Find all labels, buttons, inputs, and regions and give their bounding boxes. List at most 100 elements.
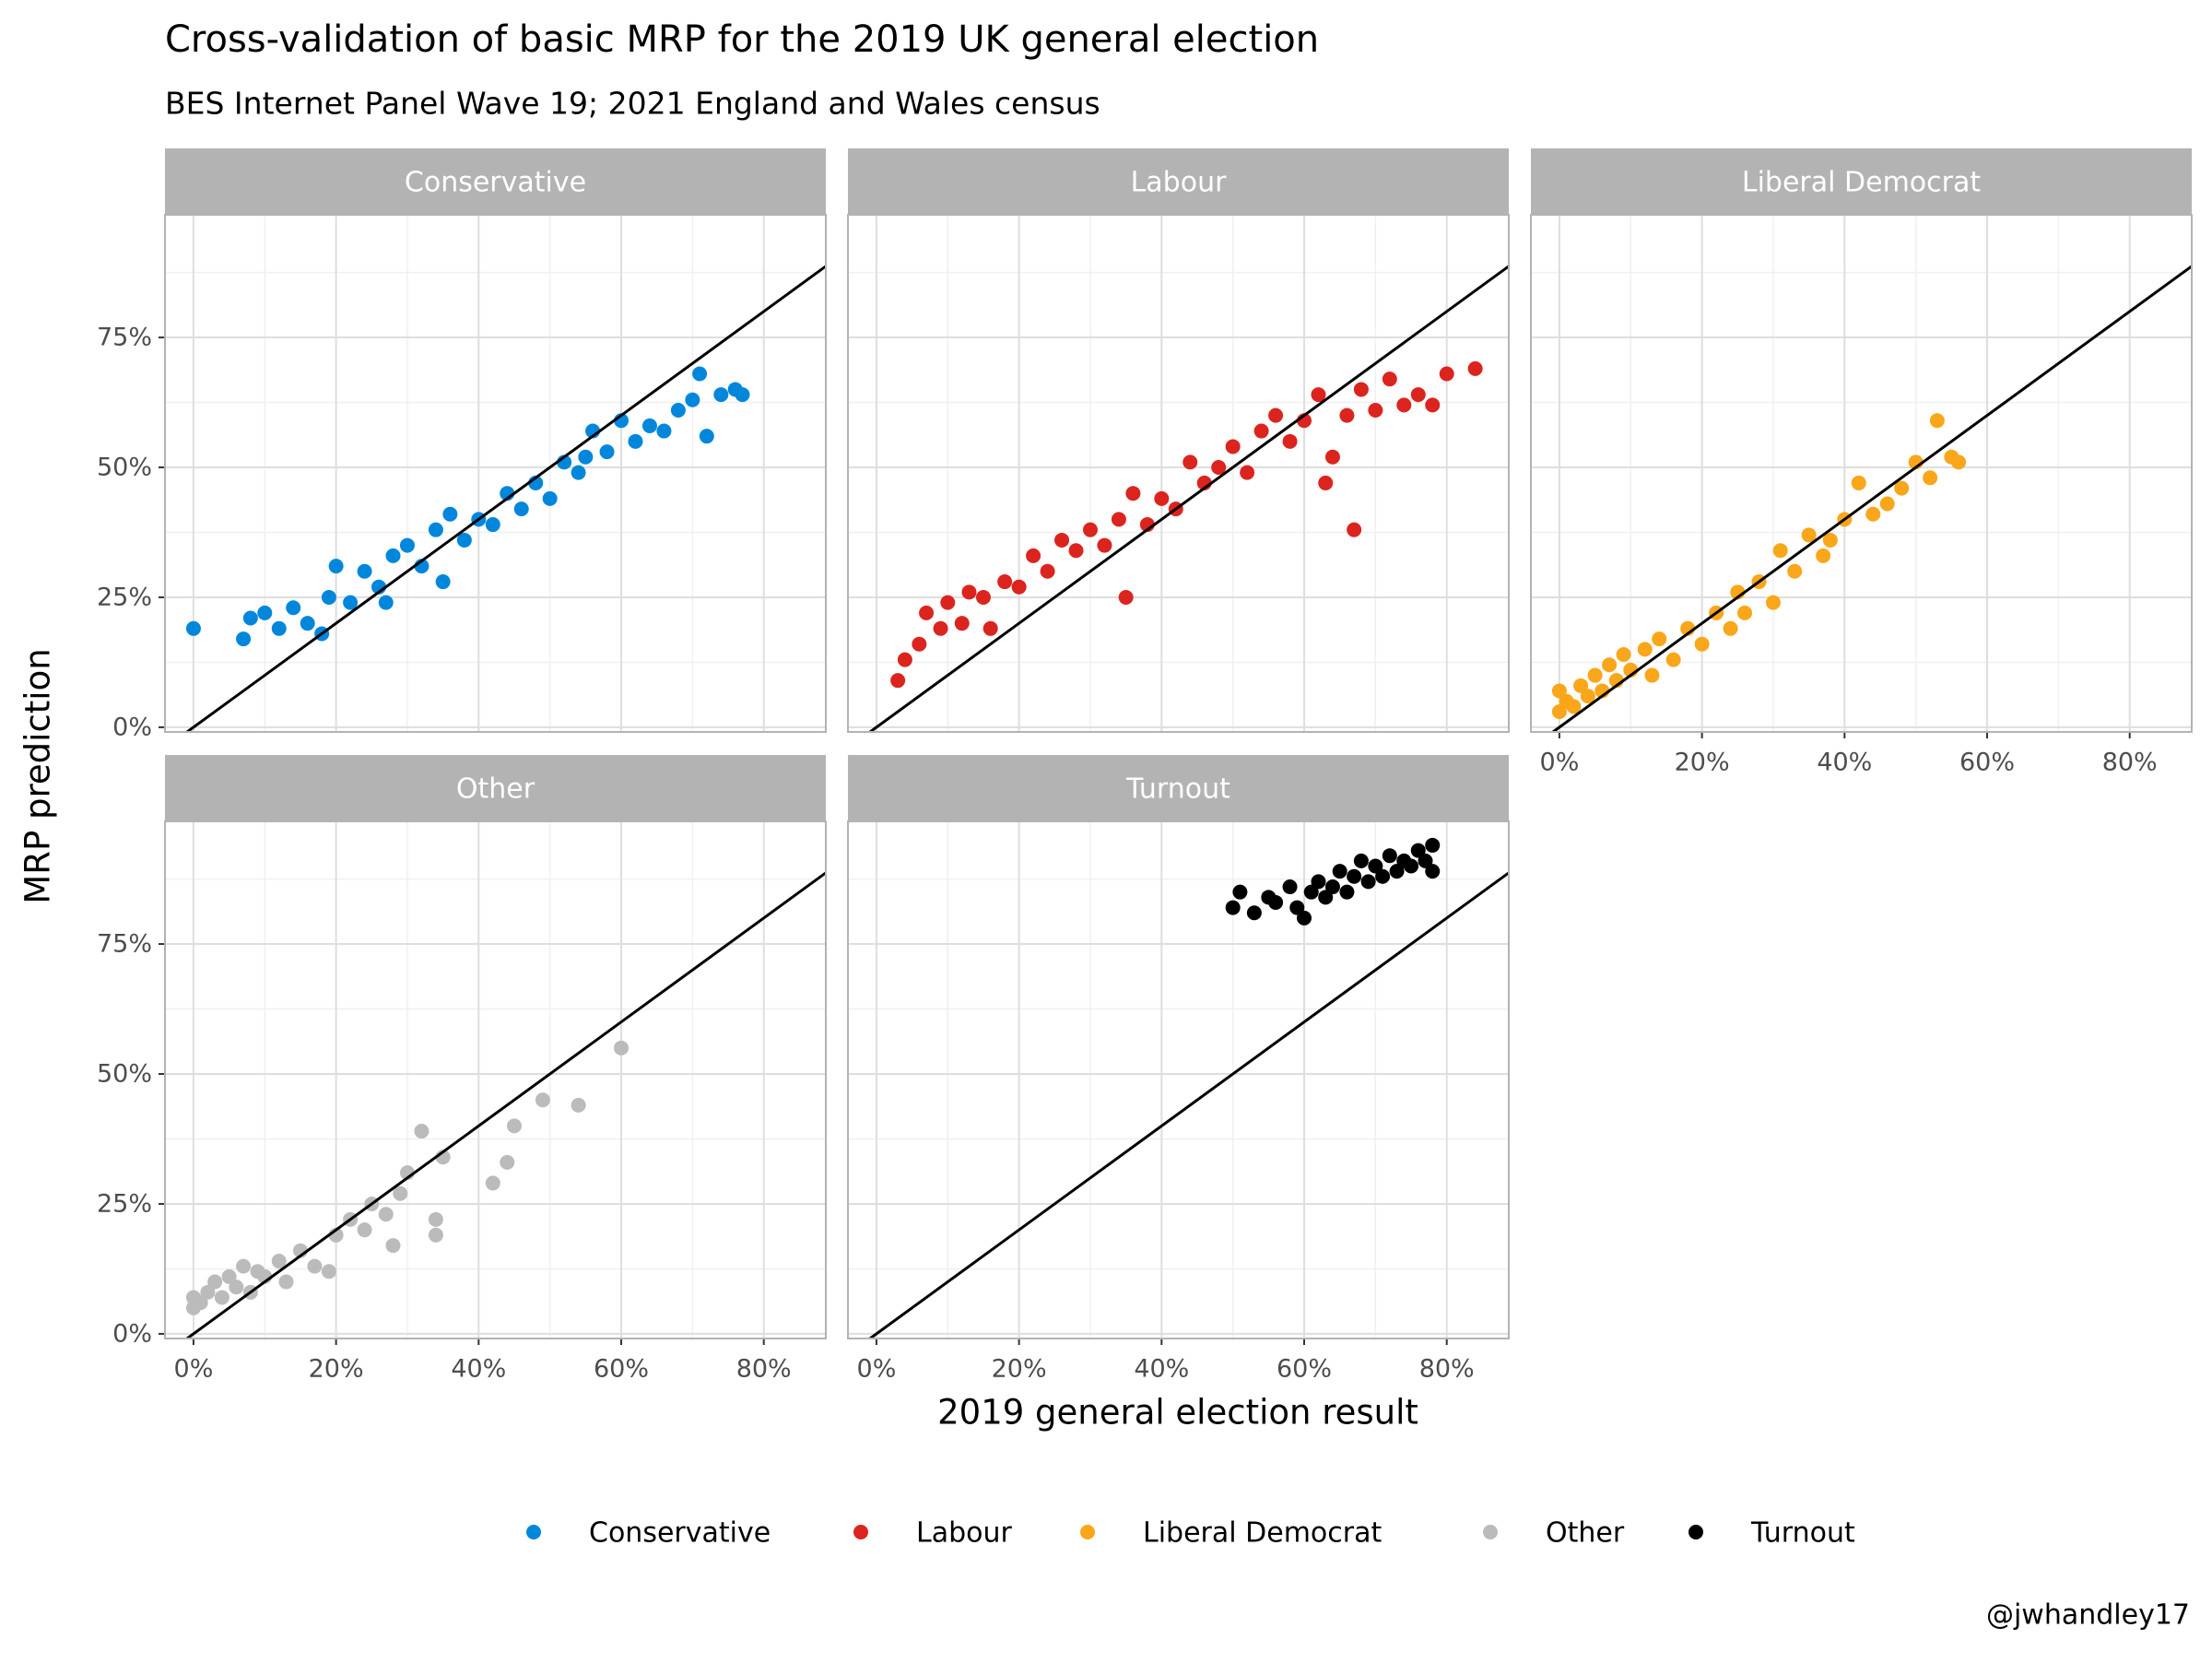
data-point (1311, 387, 1326, 403)
data-point (1232, 884, 1248, 900)
data-point (1297, 910, 1312, 926)
x-tick-label: 80% (736, 1355, 792, 1384)
data-point (1602, 657, 1618, 673)
strip (165, 755, 826, 821)
data-point (1382, 848, 1397, 864)
data-point (321, 589, 336, 605)
data-point (257, 605, 273, 620)
data-point (571, 465, 586, 480)
data-point (997, 574, 1013, 590)
plot-area (185, 871, 826, 1339)
data-point (1580, 689, 1595, 704)
data-point (713, 387, 729, 403)
x-tick-label: 0% (174, 1355, 214, 1384)
data-point (685, 392, 700, 407)
chart-subtitle: BES Internet Panel Wave 19; 2021 England… (165, 86, 1100, 122)
data-point (933, 620, 948, 636)
legend-label: Labour (916, 1517, 1013, 1550)
data-point (385, 548, 401, 563)
data-point (378, 595, 394, 610)
data-point (1389, 864, 1405, 879)
data-point (1253, 423, 1269, 439)
identity-line (1552, 265, 2192, 732)
data-point (656, 423, 672, 439)
data-point (221, 1268, 237, 1284)
panel-border (1530, 214, 2193, 733)
data-point (414, 1124, 429, 1139)
x-tick-label: 20% (1675, 749, 1730, 777)
data-point (456, 532, 472, 548)
data-point (1929, 413, 1945, 429)
strip-label: Turnout (1125, 773, 1230, 806)
strip (1531, 148, 2192, 215)
data-point (1723, 620, 1738, 636)
strip-label: Other (456, 773, 535, 806)
data-point (1787, 563, 1803, 579)
data-point (1616, 646, 1631, 662)
data-point (1225, 439, 1241, 454)
data-point (1566, 699, 1582, 714)
data-point (890, 673, 906, 689)
data-point (1637, 642, 1653, 657)
legend-marker (1080, 1525, 1095, 1539)
y-axis-title: MRP prediction (18, 648, 58, 903)
x-tick-label: 60% (1277, 1355, 1332, 1384)
data-point (571, 1097, 586, 1113)
legend-marker (526, 1525, 541, 1539)
data-point (428, 1227, 443, 1243)
data-point (599, 444, 615, 460)
data-point (961, 584, 977, 600)
data-point (1418, 853, 1433, 868)
data-point (578, 449, 594, 465)
data-point (735, 387, 750, 403)
panel-border (164, 214, 827, 733)
data-point (1865, 506, 1881, 522)
identity-line (869, 871, 1509, 1339)
data-point (1439, 366, 1454, 382)
data-point (1011, 579, 1027, 595)
data-point (1182, 454, 1198, 470)
data-point (954, 616, 970, 631)
data-point (1268, 894, 1284, 910)
data-point (1375, 868, 1391, 884)
identity-line (186, 265, 826, 732)
plot-area (869, 265, 1509, 732)
data-point (442, 506, 458, 522)
data-point (919, 605, 935, 620)
data-point (1240, 465, 1255, 480)
data-point (912, 636, 927, 652)
data-point (975, 589, 991, 605)
y-tick-label: 50% (97, 454, 152, 482)
data-point (542, 490, 558, 506)
x-axis-title: 2019 general election result (937, 1393, 1418, 1433)
data-point (1211, 460, 1227, 476)
y-tick-label: 25% (97, 1189, 152, 1218)
data-point (385, 1238, 401, 1254)
data-point (1332, 864, 1347, 879)
y-tick-label: 50% (97, 1060, 152, 1089)
data-point (357, 1222, 372, 1238)
data-point (300, 616, 315, 631)
strip (848, 148, 1509, 215)
data-point (328, 559, 344, 574)
data-point (200, 1284, 216, 1300)
data-point (1551, 704, 1567, 720)
legend-label: Turnout (1750, 1517, 1855, 1550)
data-point (1125, 486, 1141, 501)
data-point (1737, 605, 1753, 620)
y-tick-label: 0% (112, 713, 152, 741)
legend-label: Conservative (589, 1517, 771, 1550)
data-point (1311, 874, 1326, 890)
identity-line (869, 265, 1509, 732)
data-point (535, 1092, 550, 1108)
strip-label: Labour (1131, 167, 1228, 199)
data-point (343, 595, 359, 610)
data-point (378, 1207, 394, 1222)
strip-label: Conservative (405, 167, 586, 199)
data-point (670, 402, 686, 418)
data-point (1324, 449, 1340, 465)
data-point (1467, 360, 1483, 376)
x-tick-label: 0% (1540, 749, 1580, 777)
panel-border (164, 820, 827, 1339)
